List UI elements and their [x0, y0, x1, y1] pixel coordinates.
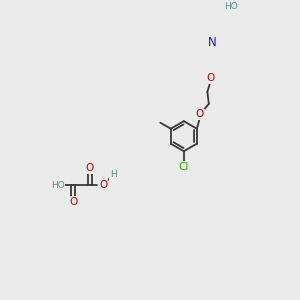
Text: H: H — [110, 170, 117, 179]
Text: Cl: Cl — [178, 162, 189, 172]
Text: HO: HO — [51, 181, 64, 190]
Text: O: O — [206, 73, 214, 83]
Text: O: O — [69, 197, 77, 207]
Text: N: N — [208, 36, 217, 49]
Text: O: O — [196, 110, 204, 119]
Text: O: O — [99, 180, 107, 190]
Text: O: O — [86, 163, 94, 173]
Text: HO: HO — [224, 2, 238, 11]
